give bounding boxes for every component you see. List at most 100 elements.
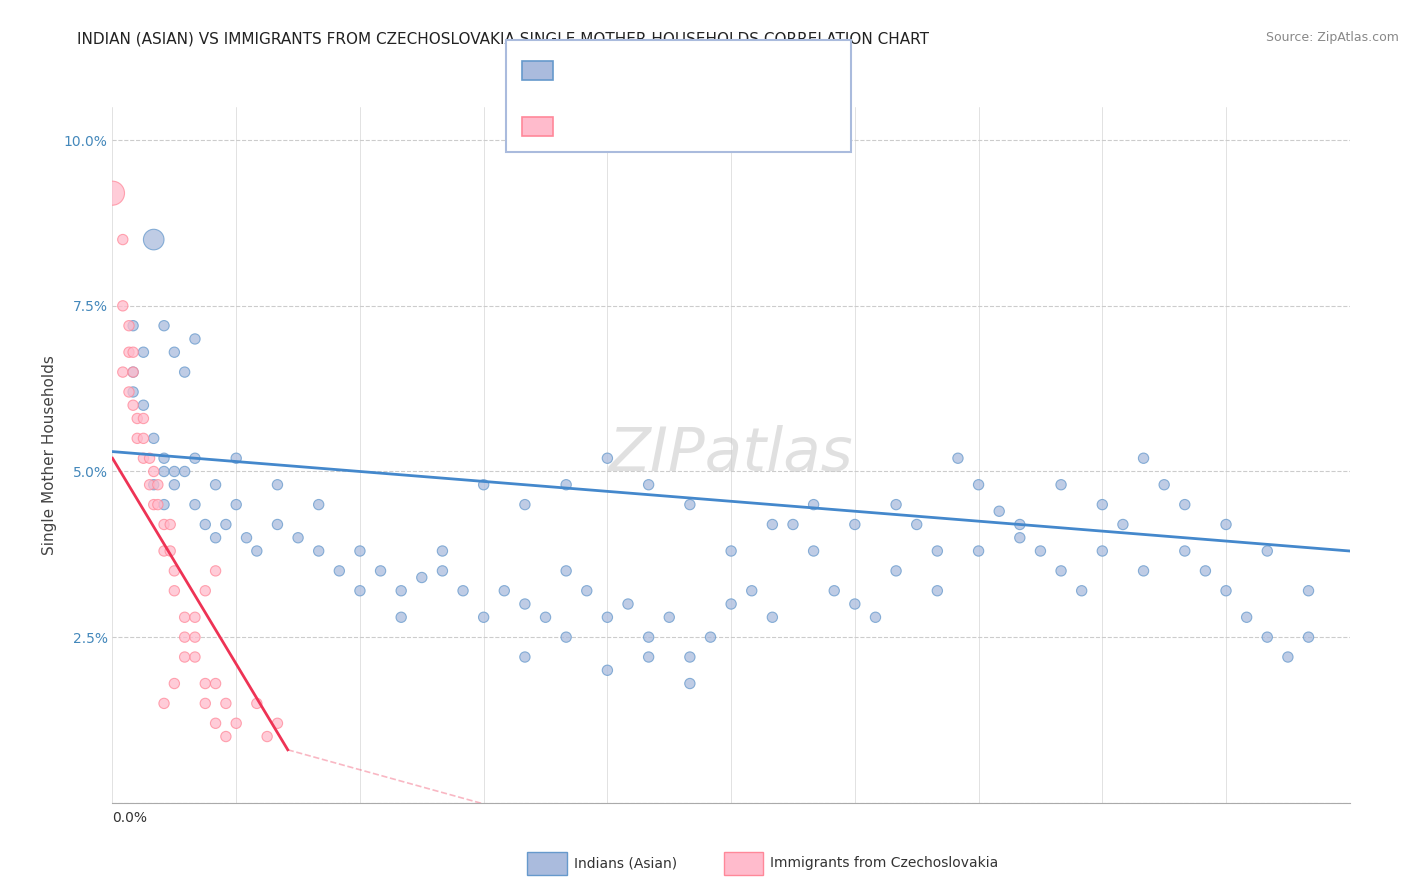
Point <box>146 498 169 512</box>
Text: 0.0%: 0.0% <box>112 811 148 825</box>
Point <box>720 544 742 558</box>
Point <box>1236 610 1258 624</box>
Point <box>246 544 269 558</box>
Point <box>596 610 619 624</box>
Point <box>204 676 226 690</box>
Point <box>204 531 226 545</box>
Point <box>194 676 217 690</box>
Point <box>389 610 412 624</box>
Point <box>988 504 1011 518</box>
Point <box>287 531 309 545</box>
Point <box>679 676 702 690</box>
Point <box>1050 477 1073 491</box>
Point <box>803 544 825 558</box>
Point <box>118 345 141 359</box>
Point <box>225 716 247 731</box>
Point <box>132 431 155 445</box>
Point <box>782 517 804 532</box>
Point <box>596 663 619 677</box>
Point <box>1132 451 1154 466</box>
Point <box>101 186 124 201</box>
Point <box>184 498 207 512</box>
Point <box>617 597 640 611</box>
Point <box>1112 517 1135 532</box>
Point <box>865 610 887 624</box>
Point <box>596 451 619 466</box>
Point <box>927 544 949 558</box>
Point <box>349 544 371 558</box>
Point <box>1256 630 1278 644</box>
Point <box>967 477 990 491</box>
Point <box>127 411 149 425</box>
Point <box>132 398 155 412</box>
Point <box>215 517 238 532</box>
Point <box>1215 517 1237 532</box>
Point <box>194 583 217 598</box>
Point <box>308 544 330 558</box>
Point <box>122 318 145 333</box>
Point <box>555 477 578 491</box>
Point <box>173 610 195 624</box>
Text: R =: R = <box>560 120 586 134</box>
Text: -0.265: -0.265 <box>598 120 650 134</box>
Point <box>159 544 181 558</box>
Point <box>472 610 495 624</box>
Point <box>349 583 371 598</box>
Point <box>153 498 176 512</box>
Point <box>1256 544 1278 558</box>
Point <box>118 318 141 333</box>
Point <box>122 365 145 379</box>
Text: N =: N = <box>668 63 696 78</box>
Text: ZIPatlas: ZIPatlas <box>609 425 853 484</box>
Point <box>1008 531 1031 545</box>
Point <box>266 716 288 731</box>
Point <box>741 583 763 598</box>
Point <box>637 477 659 491</box>
Point <box>472 477 495 491</box>
Point <box>142 477 165 491</box>
Text: 47: 47 <box>710 120 730 134</box>
Point <box>679 650 702 665</box>
Point <box>555 564 578 578</box>
Point <box>575 583 598 598</box>
Point <box>173 365 195 379</box>
Point <box>163 676 186 690</box>
Point <box>122 365 145 379</box>
Point <box>1050 564 1073 578</box>
Point <box>204 564 226 578</box>
Point <box>637 650 659 665</box>
Point <box>803 498 825 512</box>
Point <box>328 564 350 578</box>
Point <box>163 477 186 491</box>
Text: 109: 109 <box>710 63 741 78</box>
Point <box>534 610 557 624</box>
Point <box>946 451 969 466</box>
Point <box>905 517 928 532</box>
Point <box>122 398 145 412</box>
Point <box>204 477 226 491</box>
Point <box>637 630 659 644</box>
Point <box>132 411 155 425</box>
Point <box>153 318 176 333</box>
Point <box>111 299 134 313</box>
Point <box>225 498 247 512</box>
Point <box>142 233 165 247</box>
Point <box>118 384 141 399</box>
Point <box>432 564 454 578</box>
Point <box>266 517 288 532</box>
Point <box>1091 544 1114 558</box>
Point <box>1153 477 1175 491</box>
Point <box>720 597 742 611</box>
Point <box>266 477 288 491</box>
Point <box>411 570 433 584</box>
Point <box>884 564 907 578</box>
Point <box>142 498 165 512</box>
Point <box>1008 517 1031 532</box>
Point <box>184 332 207 346</box>
Point <box>1029 544 1052 558</box>
Point <box>432 544 454 558</box>
Point <box>844 517 866 532</box>
Point <box>153 465 176 479</box>
Point <box>163 564 186 578</box>
Point <box>1174 498 1197 512</box>
